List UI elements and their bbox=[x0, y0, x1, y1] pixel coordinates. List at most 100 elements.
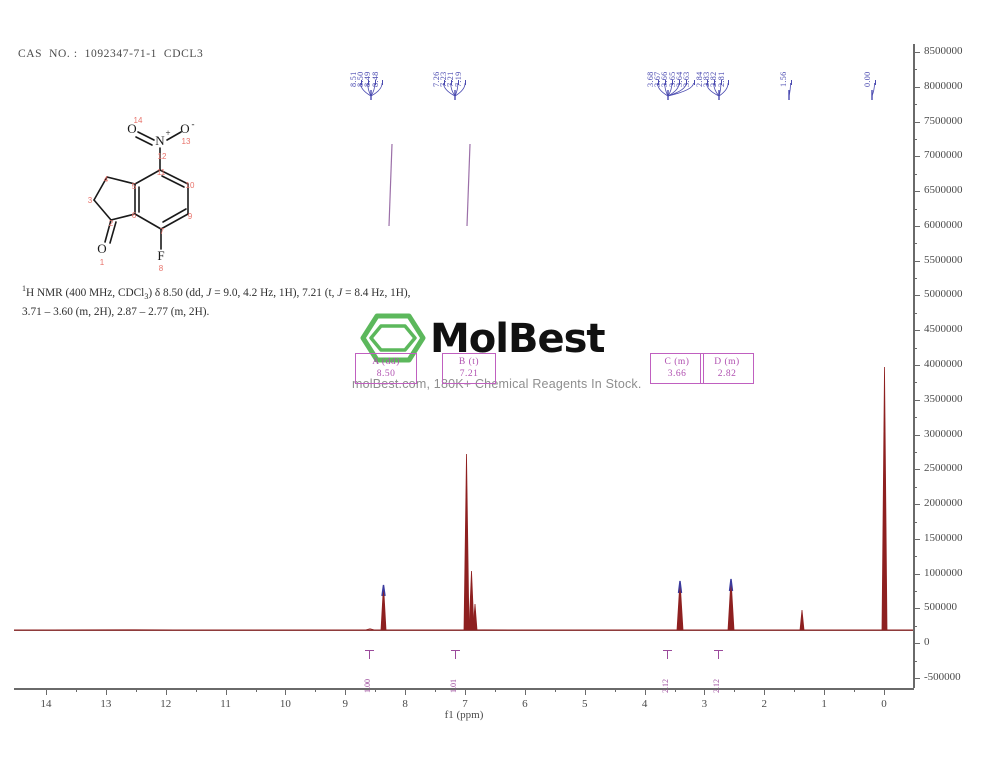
x-axis-label: 12 bbox=[160, 698, 172, 710]
y-axis-label: 6000000 bbox=[924, 218, 963, 231]
x-axis-tick bbox=[105, 688, 107, 695]
peak-leader-line bbox=[790, 80, 792, 85]
y-axis-tick bbox=[913, 538, 920, 540]
atom-index-1: 1 bbox=[100, 258, 105, 267]
y-axis-label: 4500000 bbox=[924, 323, 963, 336]
nmr-text-line2: 3.71 – 3.60 (m, 2H), 2.87 – 2.77 (m, 2H)… bbox=[22, 305, 210, 318]
y-axis-minor-tick bbox=[913, 660, 917, 662]
y-axis-tick bbox=[913, 399, 920, 401]
y-axis-tick bbox=[913, 643, 920, 645]
y-axis-label: 6500000 bbox=[924, 184, 963, 197]
peak-box-a-name: A (dd) bbox=[372, 357, 400, 367]
cas-number-line: CAS NO. : 1092347-71-1 CDCL3 bbox=[18, 48, 204, 60]
x-axis-minor-tick bbox=[135, 688, 137, 692]
y-axis-minor-tick bbox=[913, 69, 917, 71]
svg-text:+: + bbox=[165, 128, 170, 138]
y-axis-label: 7000000 bbox=[924, 149, 963, 162]
atom-index-11: 11 bbox=[157, 168, 166, 177]
y-axis-label: 5000000 bbox=[924, 288, 963, 301]
atom-label-F: F bbox=[157, 248, 164, 263]
y-axis-tick bbox=[913, 121, 920, 123]
peak-box-a[interactable]: A (dd) 8.50 bbox=[355, 353, 417, 384]
x-axis-label: 3 bbox=[701, 698, 708, 710]
y-axis-label: 8000000 bbox=[924, 79, 963, 92]
x-axis-minor-tick bbox=[614, 688, 616, 692]
y-axis-label: 2000000 bbox=[924, 497, 963, 510]
peak-shift-label: 1.56 bbox=[779, 71, 788, 87]
y-axis-minor-tick bbox=[913, 451, 917, 453]
integral-value-label: 2.12 bbox=[712, 679, 721, 693]
peak-box-d-value: 2.82 bbox=[717, 369, 737, 379]
x-axis-minor-tick bbox=[794, 688, 796, 692]
peak-box-c[interactable]: C (m) 3.66 bbox=[650, 353, 704, 384]
atom-label-O-carbonyl: O bbox=[97, 241, 106, 256]
molbest-brand-text: MolBest bbox=[430, 316, 606, 362]
y-axis-minor-tick bbox=[913, 243, 917, 245]
x-axis-tick bbox=[465, 688, 466, 695]
x-axis-tick bbox=[704, 688, 706, 695]
x-axis-minor-tick bbox=[674, 688, 676, 692]
x-axis-minor-tick bbox=[554, 688, 556, 692]
peak-box-c-name: C (m) bbox=[664, 357, 690, 367]
peak-box-b-value: 7.21 bbox=[459, 369, 479, 379]
y-axis-tick bbox=[913, 678, 920, 679]
y-axis-tick bbox=[913, 295, 920, 297]
y-axis-tick bbox=[913, 504, 920, 506]
nmr-spectrum-plot bbox=[13, 44, 915, 632]
y-axis-label: 5500000 bbox=[924, 253, 963, 266]
y-axis-tick bbox=[913, 52, 920, 53]
nmr-text-post: ) δ 8.50 (dd, bbox=[148, 286, 207, 299]
y-axis-label: -500000 bbox=[924, 671, 961, 683]
peak-box-b[interactable]: B (t) 7.21 bbox=[442, 353, 496, 384]
integral-stem bbox=[667, 650, 668, 659]
y-axis-minor-tick bbox=[913, 417, 917, 419]
x-axis-label: 7 bbox=[462, 698, 468, 710]
x-axis-minor-tick bbox=[195, 688, 197, 692]
y-axis-minor-tick bbox=[913, 382, 917, 384]
x-axis-minor-tick bbox=[315, 688, 317, 692]
peak-leader-line bbox=[679, 80, 681, 85]
peak-box-d-name: D (m) bbox=[714, 357, 740, 367]
x-axis-minor-tick bbox=[75, 688, 77, 692]
peak-leader-line bbox=[713, 80, 715, 85]
y-axis-tick bbox=[913, 86, 920, 88]
x-axis-label: 14 bbox=[40, 698, 52, 710]
y-axis-minor-tick bbox=[913, 486, 917, 488]
peak-box-d[interactable]: D (m) 2.82 bbox=[700, 353, 754, 384]
peak-leader-line bbox=[686, 80, 688, 85]
atom-index-3: 3 bbox=[88, 196, 93, 205]
y-axis-minor-tick bbox=[913, 312, 917, 314]
y-axis-tick bbox=[913, 365, 920, 366]
x-axis-tick bbox=[824, 688, 826, 695]
nmr-assignment-text: 1H NMR (400 MHz, CDCl3) δ 8.50 (dd, J = … bbox=[22, 281, 422, 320]
atom-index-6: 6 bbox=[132, 211, 137, 220]
nmr-text-pre: H NMR (400 MHz, CDCl bbox=[26, 286, 145, 299]
y-axis-tick bbox=[913, 260, 920, 262]
x-axis-tick bbox=[345, 688, 347, 695]
y-axis-minor-tick bbox=[913, 556, 917, 558]
x-axis-title-text: f1 (ppm) bbox=[444, 709, 484, 721]
peak-leader-line bbox=[874, 80, 876, 85]
spectrum-trace bbox=[13, 366, 915, 631]
y-axis-minor-tick bbox=[913, 278, 917, 280]
expansion-inset-traces bbox=[388, 143, 471, 227]
atom-index-5: 5 bbox=[132, 182, 137, 191]
y-axis-label: 500000 bbox=[924, 601, 957, 614]
x-axis-tick bbox=[584, 688, 586, 695]
peak-shift-label: 7.19 bbox=[453, 71, 463, 87]
x-axis-minor-tick bbox=[375, 688, 377, 692]
y-axis-minor-tick bbox=[913, 591, 917, 593]
y-axis-label: 2500000 bbox=[924, 462, 963, 475]
x-axis-tick bbox=[225, 688, 227, 695]
peak-leader-line bbox=[360, 80, 362, 85]
x-axis-label: 10 bbox=[279, 698, 291, 710]
x-axis-label: 6 bbox=[522, 698, 528, 710]
peak-leader-line bbox=[706, 80, 708, 85]
nmr-text-j1: = 9.0, 4.2 Hz, 1H), 7.21 (t, bbox=[211, 286, 338, 299]
integral-stem bbox=[369, 650, 370, 659]
x-axis-minor-tick bbox=[734, 688, 736, 692]
integral-value-label: 1.01 bbox=[449, 679, 458, 693]
atom-index-8: 8 bbox=[159, 264, 164, 273]
y-axis-minor-tick bbox=[913, 208, 917, 210]
nmr-j-symbol-2: J bbox=[337, 286, 343, 299]
